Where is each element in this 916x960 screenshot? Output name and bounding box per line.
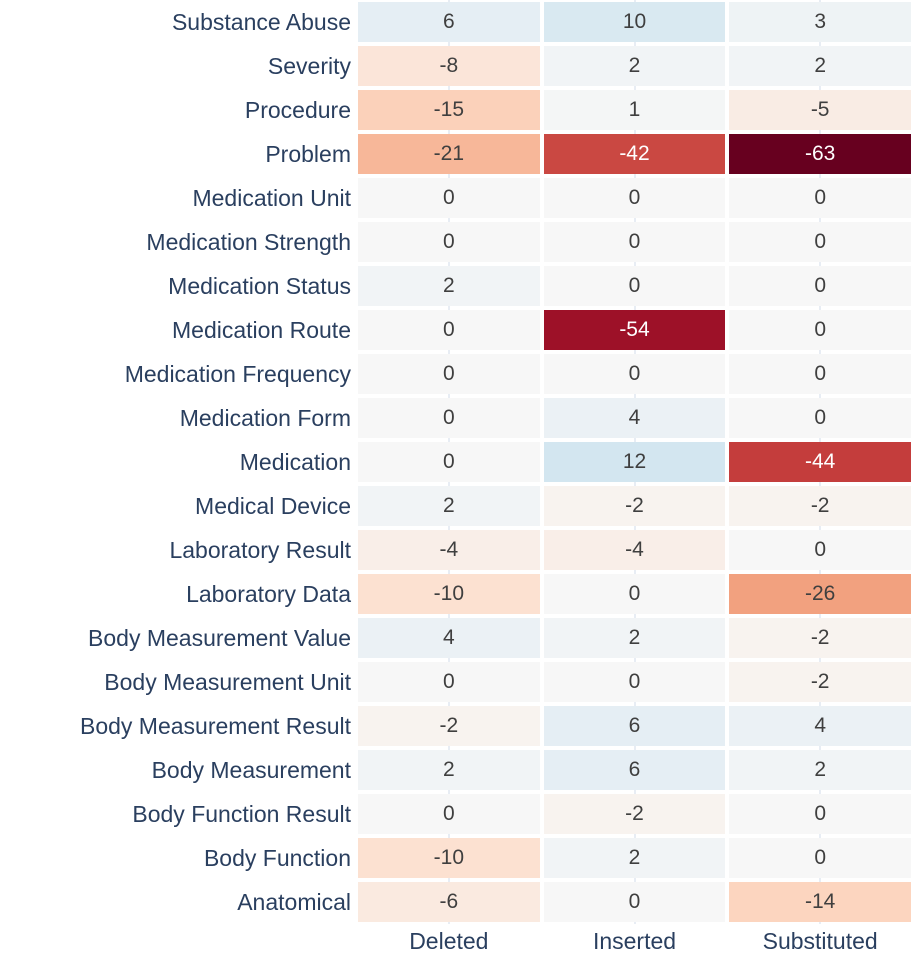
heatmap-cell[interactable]: -63 (729, 134, 911, 174)
row-label: Body Measurement (151, 756, 351, 783)
heatmap-cell[interactable]: 0 (729, 310, 911, 350)
row-label: Body Measurement Result (79, 712, 351, 739)
heatmap-cell[interactable]: -6 (358, 882, 540, 922)
heatmap-cell[interactable]: 0 (358, 662, 540, 702)
heatmap-cell[interactable]: 0 (729, 266, 911, 306)
heatmap-cell[interactable]: 0 (729, 398, 911, 438)
row-label: Laboratory Data (186, 580, 351, 607)
heatmap-cell[interactable]: -2 (543, 794, 726, 834)
row-label: Severity (267, 52, 351, 79)
heatmap-cell[interactable]: 0 (358, 222, 540, 262)
heatmap-cell[interactable]: 6 (358, 2, 540, 42)
heatmap-cell[interactable]: -2 (729, 662, 911, 702)
row-label: Medication Status (168, 272, 351, 299)
heatmap-cell[interactable]: 0 (358, 354, 540, 394)
heatmap-cell[interactable]: 0 (358, 310, 540, 350)
heatmap-cell[interactable]: 12 (543, 442, 726, 482)
heatmap-cell[interactable]: -54 (543, 310, 726, 350)
heatmap-grid: 6 10 3 -8 2 2 -15 1 -5 -21 -42 -63 0 0 0 0 0 0 2 0 0 0 -54 0 0 0 0… (358, 2, 911, 922)
y-axis-tick-labels: Substance Abuse Severity Procedure Problem M… (0, 2, 351, 922)
row-label: Anatomical (237, 888, 351, 915)
row-label: Medication Frequency (124, 360, 351, 387)
heatmap-cell[interactable]: -5 (729, 90, 911, 130)
heatmap-cell[interactable]: 0 (729, 178, 911, 218)
row-label: Problem (265, 140, 351, 167)
heatmap-cell[interactable]: -10 (358, 574, 540, 614)
heatmap-cell[interactable]: 6 (543, 706, 726, 746)
heatmap-cell[interactable]: 0 (543, 354, 726, 394)
row-label: Body Function (203, 844, 351, 871)
column-label: Substituted (762, 927, 878, 954)
row-label: Medication Form (179, 404, 351, 431)
heatmap-cell[interactable]: 2 (358, 266, 540, 306)
heatmap-cell[interactable]: -44 (729, 442, 911, 482)
heatmap-cell[interactable]: 3 (729, 2, 911, 42)
column-label: Deleted (409, 927, 489, 954)
heatmap-cell[interactable]: 2 (729, 46, 911, 86)
heatmap-cell[interactable]: 0 (543, 662, 726, 702)
heatmap-cell[interactable]: 10 (543, 2, 726, 42)
heatmap-cell[interactable]: 0 (543, 574, 726, 614)
heatmap-cell[interactable]: 0 (543, 266, 726, 306)
heatmap-cell[interactable]: -26 (729, 574, 911, 614)
heatmap-cell[interactable]: 2 (358, 486, 540, 526)
heatmap-cell[interactable]: -42 (543, 134, 726, 174)
heatmap-cell[interactable]: -2 (358, 706, 540, 746)
row-label: Medication Unit (192, 184, 351, 211)
heatmap-cell[interactable]: 0 (358, 178, 540, 218)
heatmap-cell[interactable]: -2 (543, 486, 726, 526)
heatmap-cell[interactable]: 0 (358, 398, 540, 438)
column-label: Inserted (592, 927, 677, 954)
heatmap-cell[interactable]: 6 (543, 750, 726, 790)
heatmap-cell[interactable]: -2 (729, 486, 911, 526)
row-label: Body Function Result (132, 800, 351, 827)
heatmap-cell[interactable]: -14 (729, 882, 911, 922)
heatmap-cell[interactable]: 0 (543, 222, 726, 262)
heatmap-cell[interactable]: 1 (543, 90, 726, 130)
heatmap-cell[interactable]: -4 (358, 530, 540, 570)
heatmap-cell[interactable]: -21 (358, 134, 540, 174)
row-label: Procedure (244, 96, 351, 123)
x-axis-tick-labels: Deleted Inserted Substituted (358, 926, 911, 956)
heatmap-cell[interactable]: 2 (358, 750, 540, 790)
heatmap-cell[interactable]: 0 (358, 794, 540, 834)
heatmap-cell[interactable]: 2 (543, 618, 726, 658)
row-label: Medical Device (195, 492, 351, 519)
row-label: Body Measurement Unit (104, 668, 351, 695)
heatmap-cell[interactable]: 0 (729, 222, 911, 262)
heatmap-cell[interactable]: 0 (358, 442, 540, 482)
heatmap-cell[interactable]: -4 (543, 530, 726, 570)
heatmap-cell[interactable]: 2 (543, 46, 726, 86)
heatmap-cell[interactable]: 4 (358, 618, 540, 658)
heatmap-cell[interactable]: 0 (729, 530, 911, 570)
row-label: Substance Abuse (171, 8, 351, 35)
heatmap-cell[interactable]: 2 (543, 838, 726, 878)
heatmap-cell[interactable]: -15 (358, 90, 540, 130)
heatmap-cell[interactable]: 0 (543, 882, 726, 922)
heatmap-cell[interactable]: -2 (729, 618, 911, 658)
heatmap-cell[interactable]: -8 (358, 46, 540, 86)
row-label: Medication (239, 448, 351, 475)
heatmap-cell[interactable]: 4 (543, 398, 726, 438)
heatmap-cell[interactable]: 0 (729, 354, 911, 394)
heatmap-cell[interactable]: -10 (358, 838, 540, 878)
heatmap-cell[interactable]: 2 (729, 750, 911, 790)
heatmap-cell[interactable]: 0 (729, 838, 911, 878)
row-label: Medication Route (172, 316, 351, 343)
heatmap-cell[interactable]: 4 (729, 706, 911, 746)
row-label: Medication Strength (146, 228, 351, 255)
row-label: Body Measurement Value (88, 624, 351, 651)
heatmap-cell[interactable]: 0 (543, 178, 726, 218)
row-label: Laboratory Result (169, 536, 351, 563)
heatmap-cell[interactable]: 0 (729, 794, 911, 834)
